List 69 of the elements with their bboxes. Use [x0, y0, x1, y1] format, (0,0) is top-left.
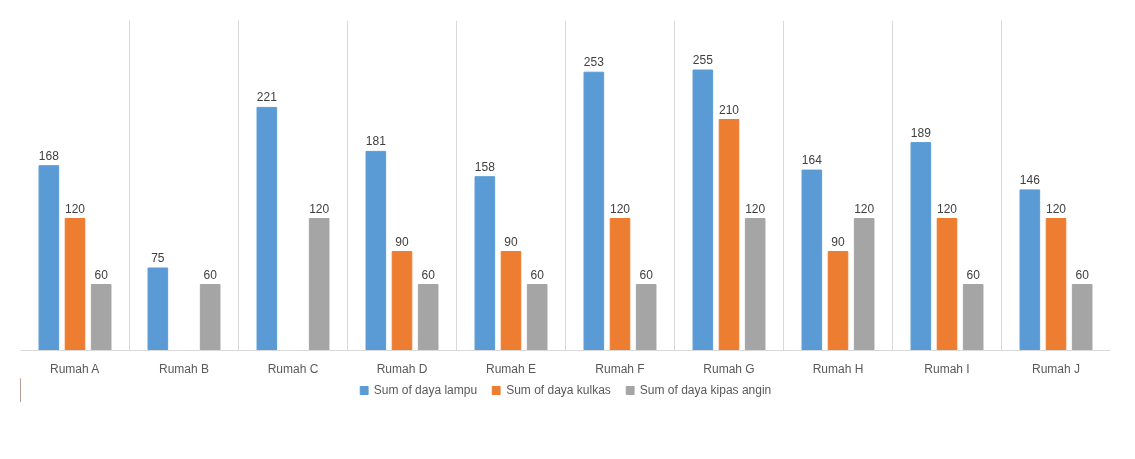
bar: [936, 218, 958, 351]
x-tick-label: Rumah I: [924, 361, 970, 376]
data-label: 120: [854, 201, 875, 216]
bar: [1045, 218, 1067, 351]
data-label: 120: [745, 201, 766, 216]
x-tick-label: Rumah J: [1031, 361, 1081, 376]
bar: [256, 106, 278, 351]
x-tick-label: Rumah F: [595, 361, 645, 376]
bar: [500, 251, 522, 351]
data-label: 255: [692, 53, 714, 67]
bar: [38, 165, 60, 351]
bar: [147, 267, 169, 351]
bar: [609, 218, 631, 351]
data-label: 60: [421, 267, 436, 282]
data-label: 146: [1019, 172, 1041, 187]
bar: [744, 218, 766, 351]
data-label: 60: [1075, 267, 1090, 282]
data-label: 181: [365, 134, 387, 149]
legend-label: Sum of daya kipas angin: [639, 383, 772, 397]
data-label: 189: [910, 125, 932, 140]
x-tick-label: Rumah G: [703, 361, 755, 376]
bar: [962, 284, 984, 351]
data-label: 158: [474, 159, 496, 174]
bar: [692, 69, 714, 351]
bar: [391, 251, 413, 351]
x-tick-label: Rumah C: [267, 361, 319, 376]
data-label: 221: [256, 90, 278, 105]
data-label: 90: [395, 234, 409, 249]
data-label: 60: [530, 267, 545, 282]
data-label: 60: [203, 267, 218, 282]
data-label: 75: [151, 251, 165, 265]
data-label: 60: [94, 267, 109, 282]
bar: [635, 284, 657, 351]
data-label: 60: [966, 267, 981, 282]
bar: [199, 284, 221, 351]
bar: [910, 142, 932, 351]
bar: [1071, 284, 1093, 351]
bar: [583, 71, 605, 351]
bar: [64, 218, 86, 351]
bar: [365, 150, 387, 351]
bar: [1019, 189, 1041, 351]
data-label: 210: [718, 102, 740, 117]
data-label: 120: [609, 201, 631, 216]
legend-label: Sum of daya kulkas: [506, 383, 611, 397]
bar: [526, 284, 548, 351]
x-tick-label: Rumah H: [812, 361, 864, 376]
bar: [801, 169, 823, 351]
x-tick-label: Rumah B: [158, 361, 210, 376]
bar: [308, 218, 330, 351]
legend-label: Sum of daya lampu: [373, 383, 478, 397]
x-tick-label: Rumah D: [376, 361, 428, 376]
data-label: 60: [639, 267, 654, 282]
data-label: 120: [309, 201, 330, 216]
x-tick-label: Rumah E: [485, 361, 537, 376]
bar: [417, 284, 439, 351]
data-label: 120: [1045, 201, 1067, 216]
data-label: 120: [64, 201, 86, 216]
bar: [718, 119, 740, 351]
data-label: 120: [936, 201, 958, 216]
data-label: 253: [583, 55, 605, 70]
data-label: 90: [504, 234, 518, 249]
bar: [827, 251, 849, 351]
bar: [474, 176, 496, 351]
data-label: 168: [38, 148, 60, 163]
data-label: 90: [831, 234, 845, 249]
data-label: 164: [801, 153, 823, 168]
bar: [90, 284, 112, 351]
x-tick-label: Rumah A: [49, 361, 100, 376]
bar: [853, 218, 875, 351]
